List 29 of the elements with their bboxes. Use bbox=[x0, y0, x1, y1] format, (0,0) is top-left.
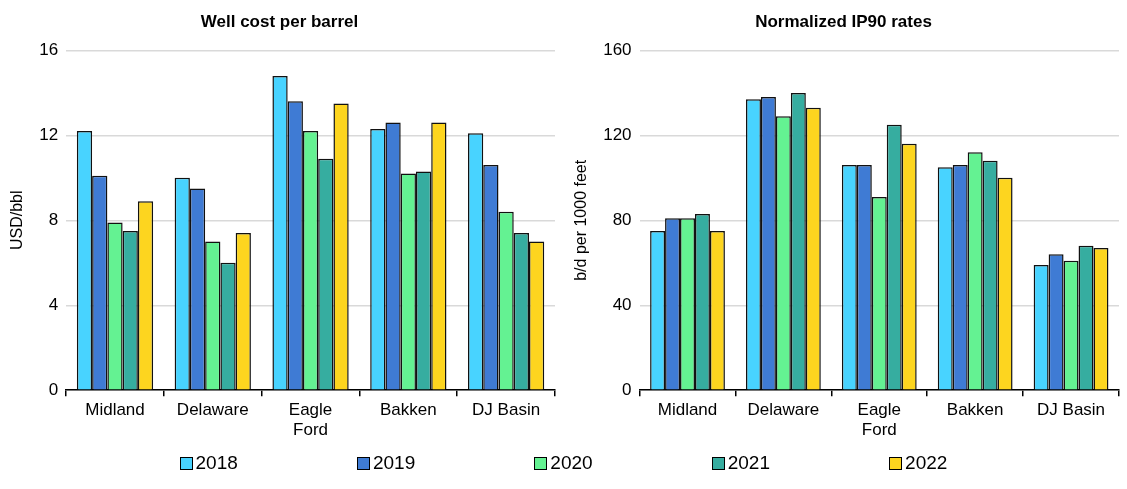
x-tick-label: Delaware bbox=[176, 400, 249, 420]
y-tick-label: 0 bbox=[622, 379, 632, 399]
x-tick-label: DJ Basin bbox=[472, 400, 541, 420]
y-tick-label: 8 bbox=[48, 209, 59, 229]
y-tick-label: 80 bbox=[612, 209, 632, 229]
x-tick-label: Midland bbox=[85, 400, 145, 420]
y-tick-label: 4 bbox=[48, 294, 59, 314]
legend-label: 2021 bbox=[727, 452, 770, 474]
x-tick-label: Bakken bbox=[379, 400, 437, 420]
x-tick-label: Midland bbox=[657, 400, 718, 420]
y-tick-label: 16 bbox=[39, 40, 59, 60]
legend-label: 2019 bbox=[372, 452, 416, 474]
y-tick-label: 0 bbox=[48, 379, 59, 399]
x-tick-label: Eagle Ford bbox=[857, 400, 902, 440]
y-tick-label: 160 bbox=[603, 40, 632, 60]
x-tick-label: Bakken bbox=[946, 400, 1004, 420]
chart-title: Normalized IP90 rates bbox=[755, 11, 932, 31]
legend-label: 2018 bbox=[195, 452, 238, 474]
x-tick-label: Delaware bbox=[747, 400, 820, 420]
chart-title: Well cost per barrel bbox=[200, 11, 359, 31]
y-tick-label: 120 bbox=[603, 125, 632, 145]
y-tick-label: 12 bbox=[39, 125, 59, 145]
x-tick-label: Eagle Ford bbox=[288, 400, 333, 440]
legend-label: 2020 bbox=[550, 452, 593, 474]
legend-label: 2022 bbox=[905, 452, 948, 474]
y-axis-title: USD/bbl bbox=[8, 190, 26, 251]
y-axis-title: b/d per 1000 feet bbox=[572, 159, 590, 281]
y-tick-label: 40 bbox=[612, 294, 632, 314]
x-tick-label: DJ Basin bbox=[1037, 400, 1106, 420]
